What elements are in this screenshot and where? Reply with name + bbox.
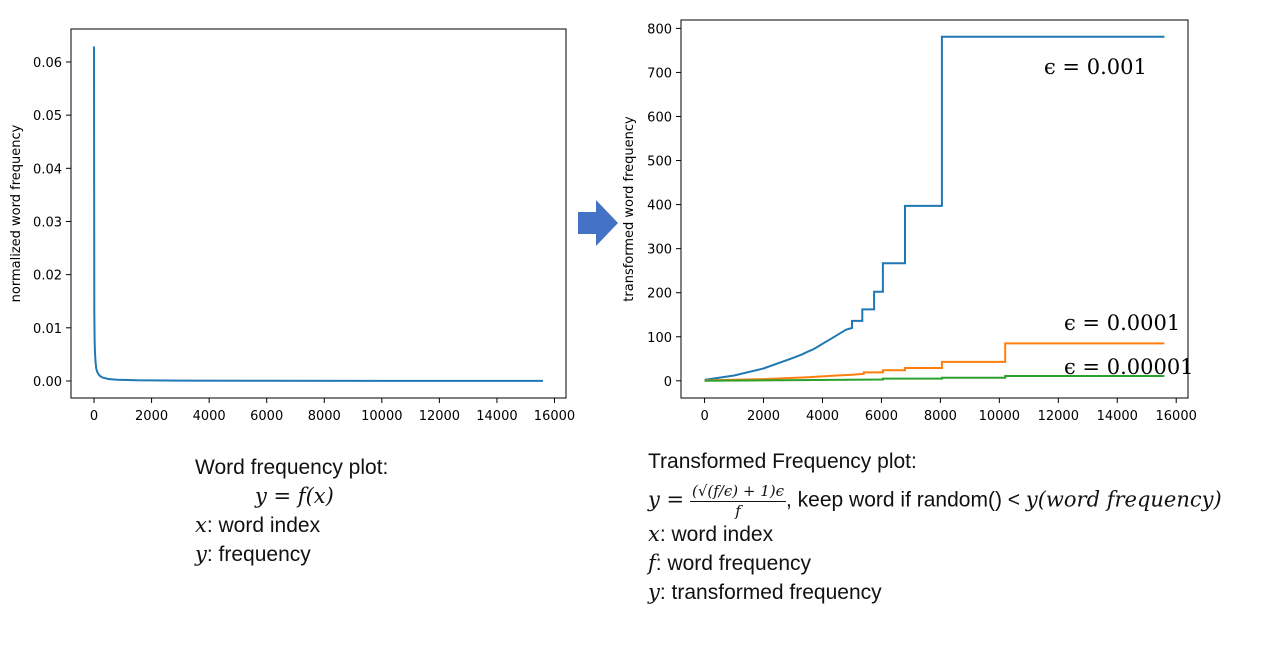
formula-tail: , keep word if random() < bbox=[786, 488, 1026, 512]
y-tick-label: 0.00 bbox=[33, 375, 62, 390]
right-caption-formula: y = (√(f/ϵ) + 1)ϵ f , keep word if rando… bbox=[648, 482, 1222, 520]
y-tick-label: 700 bbox=[647, 66, 672, 81]
right-caption: Transformed Frequency plot: y = (√(f/ϵ) … bbox=[648, 447, 1222, 607]
formula-denominator: f bbox=[735, 502, 741, 520]
word-frequency-chart: 0 2000 4000 6000 8000 10000 12000 14000 16000 0.0… bbox=[9, 28, 575, 424]
formula-lhs: y = bbox=[648, 487, 685, 512]
y-tick-label: 300 bbox=[647, 243, 672, 258]
right-caption-x: x: word index bbox=[648, 522, 774, 546]
y-axis-label: transformed word frequency bbox=[622, 116, 637, 302]
series-line-1 bbox=[93, 46, 543, 382]
x-tick-label: 12000 bbox=[419, 409, 460, 424]
plot-frame bbox=[680, 19, 1189, 399]
left-caption-y: y: frequency bbox=[195, 542, 311, 566]
x-tick-label: 6000 bbox=[250, 409, 283, 424]
x-tick-label: 14000 bbox=[1097, 409, 1138, 424]
formula-tail-math: y(word frequency) bbox=[1025, 487, 1222, 512]
x-tick-label: 16000 bbox=[1156, 409, 1197, 424]
plot-frame bbox=[70, 28, 567, 399]
x-tick-label: 6000 bbox=[865, 409, 898, 424]
y-tick-label: 0.03 bbox=[33, 215, 62, 230]
y-tick-label: 500 bbox=[647, 155, 672, 170]
y-tick-label: 400 bbox=[647, 199, 672, 214]
left-caption-x: x: word index bbox=[195, 513, 321, 537]
series-line-2 bbox=[704, 342, 1165, 382]
left-caption-formula: y = f(x) bbox=[255, 484, 334, 508]
x-tick-label: 0 bbox=[700, 409, 708, 424]
x-tick-label: 10000 bbox=[979, 409, 1020, 424]
y-tick-label: 0.05 bbox=[33, 109, 62, 124]
y-tick-label: 600 bbox=[647, 110, 672, 125]
series-label-3: ϵ = 0.00001 bbox=[1064, 355, 1194, 379]
x-tick-label: 10000 bbox=[361, 409, 402, 424]
formula-fraction: (√(f/ϵ) + 1)ϵ f bbox=[689, 482, 787, 520]
y-tick-label: 800 bbox=[647, 22, 672, 37]
right-caption-title: Transformed Frequency plot: bbox=[648, 450, 917, 473]
right-caption-f: f: word frequency bbox=[648, 551, 812, 575]
y-tick-label: 0 bbox=[664, 375, 672, 390]
series-line-3 bbox=[704, 375, 1165, 382]
y-tick-label: 100 bbox=[647, 331, 672, 346]
x-tick-label: 4000 bbox=[806, 409, 839, 424]
left-caption-title: Word frequency plot: bbox=[195, 456, 389, 479]
series-label-1: ϵ = 0.001 bbox=[1044, 55, 1147, 79]
y-tick-label: 200 bbox=[647, 287, 672, 302]
x-tick-label: 4000 bbox=[193, 409, 226, 424]
x-tick-label: 2000 bbox=[135, 409, 168, 424]
formula-numerator: (√(f/ϵ) + 1)ϵ bbox=[689, 482, 787, 502]
y-tick-label: 0.04 bbox=[33, 162, 62, 177]
y-tick-label: 0.01 bbox=[33, 322, 62, 337]
right-arrow-icon bbox=[578, 200, 618, 251]
x-tick-label: 14000 bbox=[476, 409, 517, 424]
right-caption-y: y: transformed frequency bbox=[648, 580, 882, 604]
x-tick-label: 8000 bbox=[308, 409, 341, 424]
series-label-2: ϵ = 0.0001 bbox=[1064, 311, 1180, 335]
series-line-1 bbox=[704, 35, 1165, 381]
y-tick-label: 0.02 bbox=[33, 269, 62, 284]
x-tick-label: 8000 bbox=[924, 409, 957, 424]
x-tick-label: 2000 bbox=[747, 409, 780, 424]
x-tick-label: 16000 bbox=[534, 409, 575, 424]
y-axis-label: normalized word frequency bbox=[9, 124, 24, 302]
x-tick-label: 0 bbox=[90, 409, 98, 424]
y-tick-label: 0.06 bbox=[33, 56, 62, 71]
left-caption: Word frequency plot: y = f(x) x: word in… bbox=[195, 453, 388, 569]
x-tick-label: 12000 bbox=[1038, 409, 1079, 424]
